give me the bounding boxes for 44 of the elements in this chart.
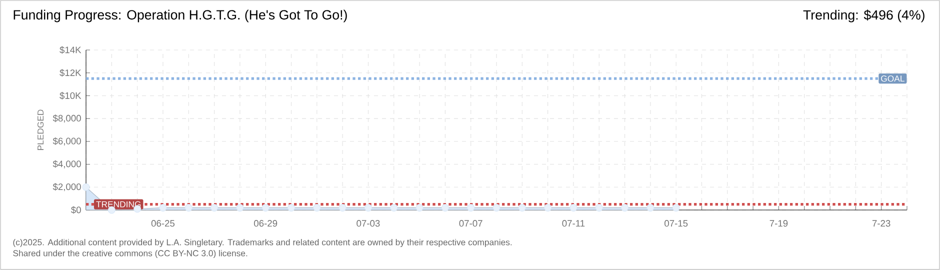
x-tick-label: 06-29 <box>254 220 278 227</box>
y-tick-label: $0 <box>71 206 81 214</box>
point <box>416 204 424 212</box>
point <box>364 204 372 212</box>
x-tick-label: 06-25 <box>151 220 175 227</box>
y-tick-label: $6,000 <box>52 137 81 146</box>
y-tick-label: $4,000 <box>52 160 81 168</box>
point <box>441 204 449 212</box>
point <box>82 183 90 191</box>
point <box>544 204 552 212</box>
point <box>184 204 192 212</box>
point <box>338 204 346 212</box>
point <box>492 204 500 212</box>
text: Shared under the creative commons (CC BY-NC 3.0) license. <box>13 250 248 258</box>
chart-title: Funding Progress: Operation H.G.T.G. (He's Got To Go!) <box>14 10 347 22</box>
point <box>672 204 680 212</box>
ref-line-label: GOAL <box>881 76 904 82</box>
chart-subtitle: Trending: $496 (4%) <box>803 10 924 22</box>
text: (c)2025. Additional content provided by L.A. Singletary. Trademarks and related content are owned by their respective companies. <box>13 238 512 248</box>
y-tick-label: $12K <box>60 69 82 77</box>
point <box>621 204 629 212</box>
point <box>467 204 475 212</box>
point <box>210 204 218 212</box>
point <box>313 204 321 212</box>
point <box>570 204 578 212</box>
y-tick-label: $2,000 <box>52 183 81 192</box>
x-tick-label: 07-03 <box>356 220 380 227</box>
x-tick-label: 7-23 <box>872 220 890 227</box>
y-tick-label: $14K <box>60 46 82 54</box>
y-axis-title: PLEDGED <box>37 110 44 150</box>
point <box>262 204 270 212</box>
x-tick-label: 7-19 <box>770 220 788 227</box>
y-tick-label: $8,000 <box>52 114 81 123</box>
y-tick-label: $10K <box>60 92 82 100</box>
point <box>595 204 603 212</box>
x-tick-label: 07-15 <box>664 220 688 227</box>
point <box>518 204 526 212</box>
point <box>159 204 167 212</box>
x-tick-label: 07-07 <box>459 220 482 227</box>
point <box>288 204 295 212</box>
x-tick-label: 07-11 <box>562 220 585 227</box>
point <box>390 204 398 212</box>
point <box>236 204 244 212</box>
point <box>646 204 654 212</box>
